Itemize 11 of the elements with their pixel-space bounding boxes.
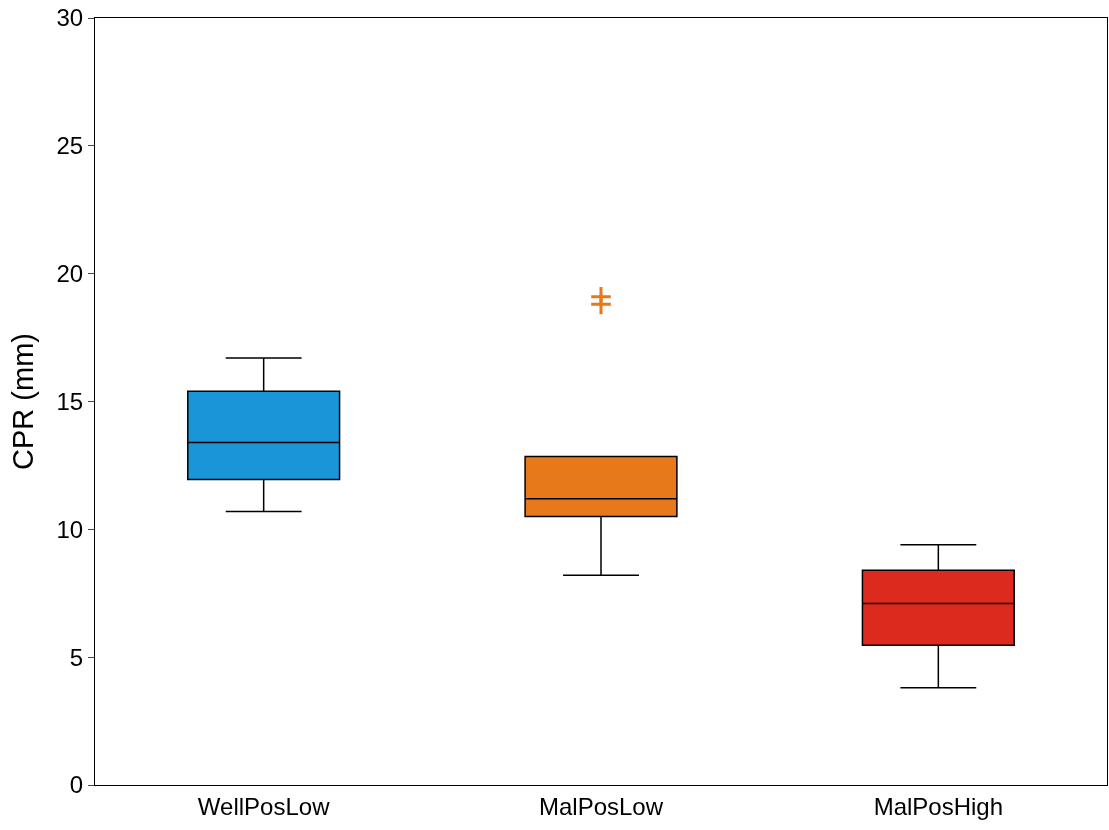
- y-tick-label: 5: [69, 643, 84, 671]
- y-axis-title: CPR (mm): [6, 333, 39, 470]
- y-tick-label: 10: [56, 515, 84, 543]
- x-tick-label: MalPosHigh: [873, 792, 1004, 820]
- y-tick-label: 20: [56, 260, 84, 288]
- y-tick-label: 15: [56, 387, 84, 415]
- x-tick-label: WellPosLow: [197, 792, 331, 820]
- y-tick-label: 30: [56, 4, 84, 32]
- y-tick-label: 0: [69, 771, 84, 799]
- y-tick-label: 25: [56, 132, 84, 160]
- x-tick-label: MalPosLow: [538, 792, 664, 820]
